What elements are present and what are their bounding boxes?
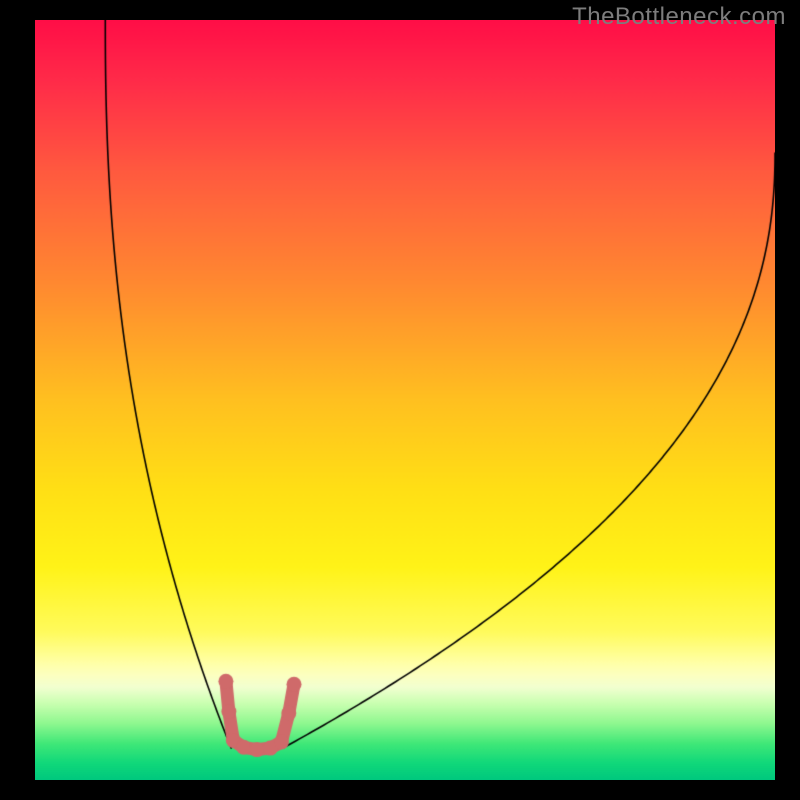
chart-canvas xyxy=(35,20,775,780)
plot-area xyxy=(35,20,775,780)
chart-root: TheBottleneck.com xyxy=(0,0,800,800)
watermark-label: TheBottleneck.com xyxy=(572,3,786,31)
